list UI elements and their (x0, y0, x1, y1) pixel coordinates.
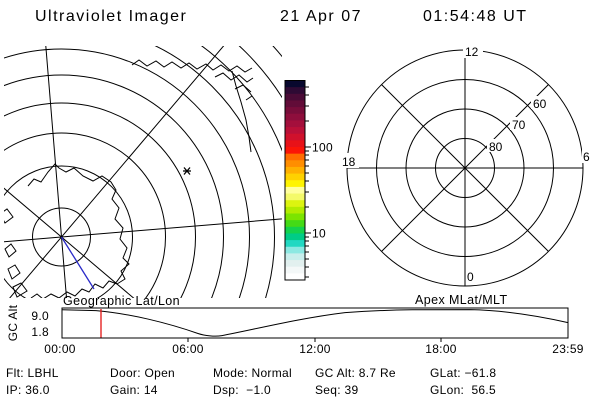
colorbar-step (285, 193, 305, 201)
colorbar-frame (284, 80, 306, 281)
antarctica-coastline (27, 163, 130, 298)
xtick-1800: 18:00 (425, 342, 457, 356)
label-bg (531, 96, 550, 109)
x-axis-ticks (187, 338, 442, 342)
gc-alt-axis-label: GC Alt (6, 304, 20, 341)
status-gain: Gain: 14 (110, 383, 158, 397)
colorbar-step (285, 107, 305, 115)
geographic-map (4, 46, 282, 298)
label-bg (466, 269, 477, 283)
status-dsp: Dsp: −1.0 (213, 383, 272, 397)
colorbar-step (285, 253, 305, 261)
mlat-label-80: 80 (489, 140, 503, 154)
colorbar-tick-100: 100 (312, 141, 333, 155)
colorbar-step (285, 240, 305, 248)
colorbar-step (285, 213, 305, 221)
colorbar-step (285, 226, 305, 235)
colorbar-step (285, 120, 305, 128)
status-gc-alt: GC Alt: 8.7 Re (315, 366, 396, 380)
colorbar-step (285, 133, 305, 141)
ytick-1.8: 1.8 (31, 325, 49, 339)
colorbar-step (285, 260, 305, 268)
colorbar-tick-10: 10 (312, 227, 326, 241)
colorbar-step (285, 246, 305, 254)
apex-polar-plot (346, 49, 584, 287)
colorbar-step (285, 100, 305, 108)
colorbar-step (285, 147, 305, 155)
status-ip: IP: 36.0 (6, 383, 50, 397)
colorbar-step (285, 206, 305, 215)
ytick-9.0: 9.0 (31, 309, 49, 323)
gc-alt-plot: 9.0 1.8 GC Alt 00:00 06:00 12:00 18:00 2… (6, 304, 584, 356)
colorbar-step (285, 80, 305, 88)
apex-polar-labels: 12 18 6 0 80 70 60 (340, 44, 592, 284)
latitude-circles (4, 46, 282, 298)
colorbar-step (285, 113, 305, 121)
status-flight: Flt: LBHL (6, 366, 59, 380)
status-seq: Seq: 39 (315, 383, 359, 397)
label-bg (340, 153, 359, 168)
label-bg (463, 44, 483, 58)
colorbar-steps (285, 80, 305, 281)
colorbar-major-ticks (305, 146, 311, 234)
label-bg (510, 117, 529, 130)
spacecraft-footprint-marker (183, 167, 191, 175)
colorbar-step (285, 266, 305, 274)
mlt-label-6: 6 (583, 150, 590, 164)
xtick-1200: 12:00 (299, 342, 331, 356)
mlat-label-60: 60 (533, 97, 547, 111)
colorbar-step (285, 160, 305, 168)
colorbar-step (285, 166, 305, 175)
xtick-0600: 06:00 (172, 342, 204, 356)
colorbar: 100 10 photon cm−2s−1 (284, 80, 333, 281)
coastline-islands-left (4, 208, 28, 298)
colorbar-step (285, 220, 305, 228)
status-mode: Mode: Normal (213, 366, 292, 380)
colorbar-step (285, 87, 305, 95)
mlat-label-70: 70 (512, 118, 526, 132)
status-door: Door: Open (110, 366, 176, 380)
colorbar-step (285, 127, 305, 135)
mlt-spokes (347, 50, 583, 286)
app-title: Ultraviolet Imager (35, 8, 187, 25)
gc-alt-curve (61, 309, 569, 337)
mlt-label-12: 12 (465, 45, 479, 59)
time-readout: 01:54:48 UT (423, 8, 528, 25)
colorbar-step (285, 173, 305, 181)
colorbar-step (285, 273, 305, 281)
status-glon: GLon: 56.5 (430, 383, 497, 397)
xtick-0000: 00:00 (44, 342, 76, 356)
mlt-label-18: 18 (342, 155, 356, 169)
colorbar-step (285, 140, 305, 148)
colorbar-minor-ticks (305, 86, 309, 278)
gc-alt-plot-frame (61, 307, 569, 339)
coastline-top-right (131, 59, 254, 153)
apex-caption: Apex MLat/MLT (415, 293, 508, 307)
date-readout: 21 Apr 07 (280, 8, 362, 25)
geo-map-caption: Geographic Lat/Lon (63, 294, 180, 308)
xtick-2359: 23:59 (552, 342, 584, 356)
colorbar-step (285, 186, 305, 195)
colorbar-step (285, 180, 305, 188)
mlt-label-0: 0 (467, 270, 474, 284)
colorbar-step (285, 200, 305, 208)
colorbar-step (285, 233, 305, 241)
status-glat: GLat: −61.8 (430, 366, 497, 380)
label-bg (582, 149, 592, 163)
label-bg (487, 139, 506, 152)
orbit-track-line (60, 236, 95, 290)
colorbar-step (285, 93, 305, 102)
colorbar-step (285, 153, 305, 161)
